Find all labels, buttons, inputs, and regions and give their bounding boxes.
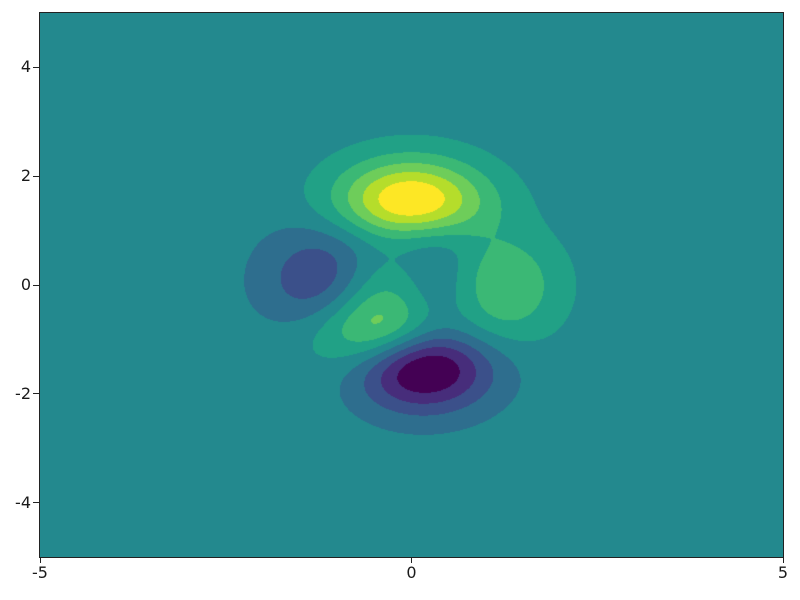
- x-tick: [39, 558, 41, 563]
- y-tick-label: 4: [20, 57, 31, 77]
- y-tick: [33, 502, 39, 504]
- y-tick: [33, 393, 39, 395]
- y-tick: [33, 284, 39, 286]
- x-tick-label: 0: [406, 563, 417, 582]
- contour-plot: [40, 13, 783, 557]
- y-tick: [33, 66, 39, 68]
- y-tick-label: 0: [20, 275, 31, 294]
- x-tick-label: 5: [777, 563, 789, 582]
- y-tick: [33, 175, 39, 177]
- y-tick-label: -2: [15, 383, 31, 403]
- y-tick-label: -4: [15, 492, 31, 512]
- x-tick: [411, 558, 412, 563]
- y-tick-label: 2: [20, 166, 31, 186]
- x-tick: [782, 558, 784, 563]
- x-tick-label: -5: [32, 563, 48, 582]
- plot-frame: [39, 12, 784, 558]
